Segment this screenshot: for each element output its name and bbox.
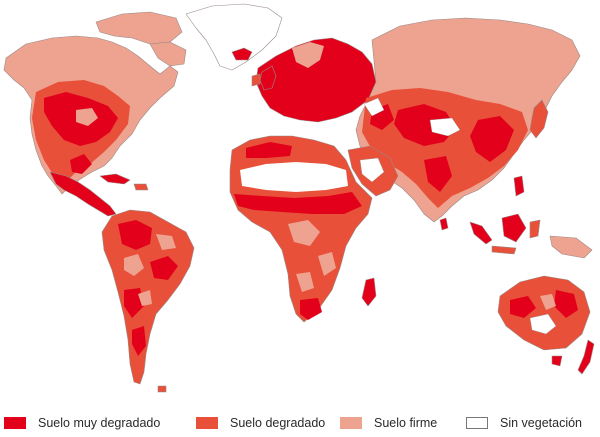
africa-firm [288, 220, 336, 292]
asia-very-degraded [370, 104, 514, 192]
australia-very-degraded [510, 290, 578, 318]
sahara-no-vegetation [240, 162, 348, 192]
new-guinea [549, 235, 593, 259]
australia-no-vegetation [529, 313, 557, 335]
legend-swatch-no-vegetation [466, 417, 488, 429]
north-america-very-degraded [44, 92, 118, 174]
japan [529, 99, 549, 139]
legend-swatch-very-degraded [4, 417, 26, 429]
legend-swatch-firm [340, 417, 362, 429]
map-legend: Suelo muy degradado Suelo degradado Suelo … [0, 412, 600, 434]
world-soil-degradation-map [3, 3, 595, 393]
legend-item-degraded: Suelo degradado [196, 412, 325, 434]
cuba [99, 173, 131, 185]
north-america-firm-patch [76, 108, 98, 126]
south-america-very-degraded [118, 220, 178, 356]
ireland [251, 73, 261, 87]
hispaniola [133, 183, 149, 191]
sumatra [469, 221, 493, 245]
new-zealand [577, 339, 595, 375]
borneo [501, 213, 527, 243]
falkland-islands [157, 385, 167, 393]
legend-label-firm: Suelo firme [374, 416, 438, 430]
south-africa-very-degraded [300, 298, 322, 320]
iceland [231, 47, 253, 61]
madagascar [361, 277, 377, 307]
canada-arctic-islands [95, 11, 183, 45]
java [491, 245, 517, 255]
legend-label-degraded: Suelo degradado [230, 416, 326, 430]
arabia-no-vegetation [359, 157, 385, 183]
greenland [185, 3, 283, 71]
central-america [49, 171, 117, 217]
south-america-firm [124, 234, 176, 306]
legend-item-firm: Suelo firme [340, 412, 437, 434]
sri-lanka [439, 217, 449, 231]
sulawesi [529, 219, 541, 239]
legend-item-no-vegetation: Sin vegetación [466, 412, 582, 434]
legend-swatch-degraded [196, 417, 218, 429]
asia-no-vegetation [363, 97, 461, 137]
legend-label-very-degraded: Suelo muy degradado [38, 416, 161, 430]
legend-item-very-degraded: Suelo muy degradado [4, 412, 160, 434]
australia-firm [540, 294, 556, 310]
baffin-island [149, 41, 187, 67]
tasmania [551, 355, 563, 367]
sahel-very-degraded [234, 142, 362, 214]
legend-label-no-vegetation: Sin vegetación [500, 416, 583, 430]
philippines [513, 175, 525, 197]
scandinavia-firm [292, 42, 324, 68]
